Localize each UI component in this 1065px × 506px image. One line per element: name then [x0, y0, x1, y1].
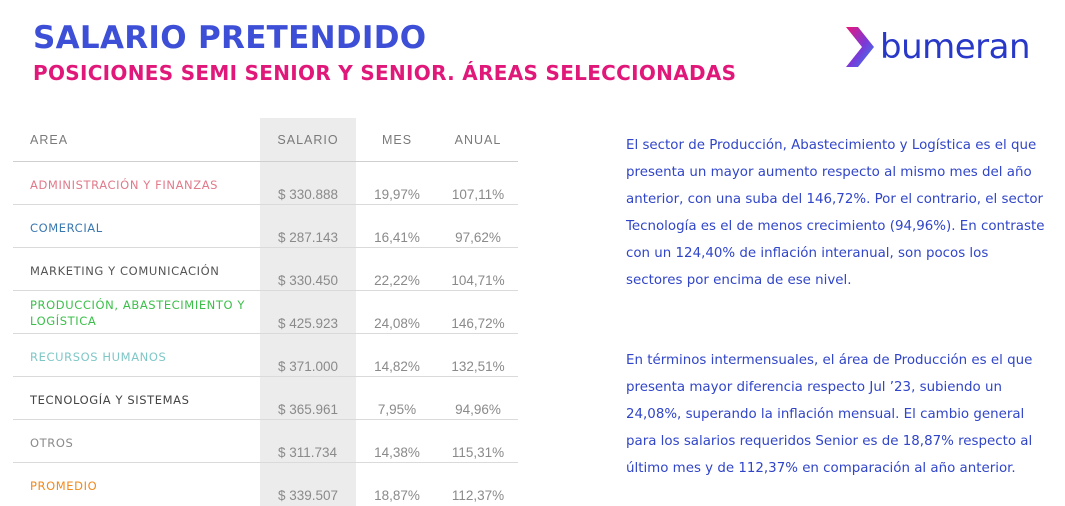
anual-cell: 104,71% — [438, 247, 518, 291]
area-cell: OTROS — [13, 419, 260, 463]
analysis-paragraph-annual: El sector de Producción, Abastecimiento … — [626, 138, 1045, 288]
anual-cell: 112,37% — [451, 488, 505, 503]
anual-cell: 97,62% — [438, 204, 518, 248]
mes-cell: 24,08% — [356, 290, 438, 334]
logo-text: bumeran — [880, 27, 1031, 67]
area-cell: ADMINISTRACIÓN Y FINANZAS — [13, 161, 260, 205]
table-row: PROMEDIO $ 339.507 18,87% 112,37% — [13, 463, 518, 506]
table-row: MARKETING Y COMUNICACIÓN $ 330.450 22,22… — [13, 247, 518, 291]
salary-table: AREA SALARIO MES ANUAL ADMINISTRACIÓN Y … — [13, 118, 518, 505]
salario-cell: $ 330.450 — [260, 247, 356, 291]
salario-cell: $ 425.923 — [260, 290, 356, 334]
salario-cell: $ 287.143 — [260, 204, 356, 248]
salario-cell: $ 311.734 — [260, 419, 356, 463]
mes-cell: 14,82% — [356, 333, 438, 377]
table-row: ADMINISTRACIÓN Y FINANZAS $ 330.888 19,9… — [13, 161, 518, 205]
anual-cell: 107,11% — [438, 161, 518, 205]
bumeran-logo: bumeran — [842, 24, 1031, 70]
anual-cell: 132,51% — [438, 333, 518, 377]
salario-cell: $ 330.888 — [260, 161, 356, 205]
mes-cell: 14,38% — [356, 419, 438, 463]
bumeran-chevron-icon — [846, 27, 874, 67]
area-cell: MARKETING Y COMUNICACIÓN — [13, 247, 260, 291]
salario-cell: $ 339.507 — [278, 488, 339, 503]
salario-cell: $ 371.000 — [260, 333, 356, 377]
page-title: SALARIO PRETENDIDO — [33, 20, 427, 56]
header-anual: ANUAL — [438, 118, 518, 162]
area-cell: PRODUCCIÓN, ABASTECIMIENTO Y LOGÍSTICA — [13, 290, 260, 334]
table-row: TECNOLOGÍA Y SISTEMAS $ 365.961 7,95% 94… — [13, 376, 518, 420]
area-cell: TECNOLOGÍA Y SISTEMAS — [13, 376, 260, 420]
table-header-row: AREA SALARIO MES ANUAL — [13, 118, 518, 162]
mes-cell: 16,41% — [356, 204, 438, 248]
header-mes: MES — [356, 118, 438, 162]
salary-table-container: AREA SALARIO MES ANUAL ADMINISTRACIÓN Y … — [13, 118, 518, 506]
salario-cell: $ 365.961 — [260, 376, 356, 420]
area-cell: COMERCIAL — [13, 204, 260, 248]
table-row: PRODUCCIÓN, ABASTECIMIENTO Y LOGÍSTICA $… — [13, 290, 518, 334]
anual-cell: 146,72% — [438, 290, 518, 334]
mes-cell: 18,87% — [374, 488, 420, 503]
anual-cell: 115,31% — [438, 419, 518, 463]
mes-cell: 22,22% — [356, 247, 438, 291]
header-area: AREA — [13, 118, 260, 162]
table-row: OTROS $ 311.734 14,38% 115,31% — [13, 419, 518, 463]
table-row: COMERCIAL $ 287.143 16,41% 97,62% — [13, 204, 518, 248]
header-salario: SALARIO — [260, 118, 356, 162]
table-row: RECURSOS HUMANOS $ 371.000 14,82% 132,51… — [13, 333, 518, 377]
page-subtitle: POSICIONES SEMI SENIOR Y SENIOR. ÁREAS S… — [33, 61, 737, 85]
analysis-paragraph-monthly: En términos intermensuales, el área de P… — [626, 353, 1033, 476]
area-cell: PROMEDIO — [30, 479, 98, 493]
anual-cell: 94,96% — [438, 376, 518, 420]
mes-cell: 7,95% — [356, 376, 438, 420]
area-cell: RECURSOS HUMANOS — [13, 333, 260, 377]
mes-cell: 19,97% — [356, 161, 438, 205]
